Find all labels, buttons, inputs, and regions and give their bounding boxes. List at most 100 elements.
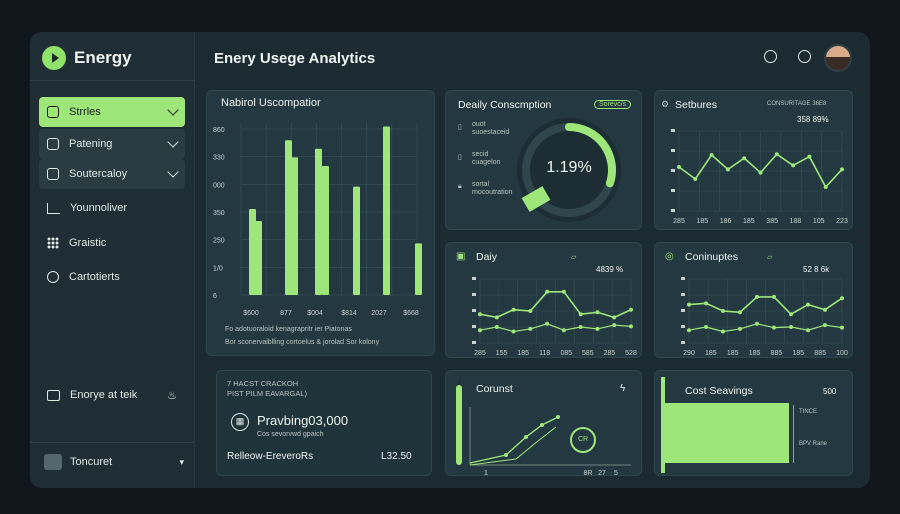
data-point (704, 325, 708, 329)
card-value: 358 89% (797, 115, 829, 124)
corunst-card: / Corunst ϟ 1 8R 27 5 CR (445, 370, 642, 476)
cost-savings-card: Cost Seavings 500 TINCE BPV Rane (654, 370, 853, 476)
legend-line: cuagelon (472, 159, 501, 166)
notification-icon[interactable] (764, 50, 777, 63)
usage-bar-chart: 860 330 000 350 250 1/0 6 $600 877 $004 $814 2027 $6… (213, 123, 422, 317)
dashboard-window: Energy Strrles Patening Soutercaloy Youn… (30, 32, 870, 488)
data-point (561, 289, 566, 294)
y-tick-mark (472, 277, 476, 280)
card-title: Setbures (675, 99, 718, 111)
data-point (721, 309, 725, 313)
chevron-down-icon (167, 136, 179, 148)
x-tick-label: 290 (683, 350, 695, 357)
card-title: Coninuptes (685, 251, 739, 263)
series-line (469, 426, 557, 466)
summary-line: 7 HACST CRACKOH (227, 379, 299, 388)
sidebar-item-graistic[interactable]: Graistic (39, 228, 185, 258)
x-tick-label: 185 (792, 350, 804, 357)
data-point (806, 328, 810, 333)
user-avatar[interactable] (824, 44, 852, 72)
accent-bar (456, 385, 462, 465)
chevron-down-icon (167, 166, 179, 178)
savings-link[interactable]: Relleow-EreveroRs (227, 451, 314, 462)
sidebar: Energy Strrles Patening Soutercaloy Youn… (30, 32, 195, 488)
daily-consumption-card: Deaily Conscmption Sorevc/s ▯ ouot suoes… (445, 90, 642, 230)
legend-line: mocoutration (472, 189, 513, 196)
x-tick-label: 877 (280, 310, 292, 317)
page-title: Enery Usege Analytics (214, 50, 376, 67)
data-point (823, 323, 827, 328)
data-point (789, 325, 793, 329)
sidebar-item-label: Cartotierts (69, 271, 120, 283)
help-icon[interactable] (798, 50, 811, 63)
data-point (578, 312, 583, 317)
x-tick-label: 5 (614, 470, 618, 476)
y-tick-mark (472, 341, 476, 344)
data-point (738, 310, 742, 315)
panel-note: Fo adotuoraloid kenagrapritr ier Piatona… (225, 326, 352, 333)
data-point (687, 328, 691, 333)
legend-line: sortal (472, 181, 490, 188)
panel-note: Bor sconervaiblling cortoelus & jorolad … (225, 339, 380, 346)
series-line (479, 290, 632, 319)
x-tick-label: $814 (341, 310, 357, 317)
data-point (693, 177, 698, 181)
data-point (511, 329, 516, 334)
bar (285, 140, 292, 295)
x-tick-label: 223 (836, 218, 848, 225)
data-point (556, 415, 560, 419)
brand[interactable]: Energy (42, 46, 132, 70)
data-point (789, 312, 793, 317)
divider (30, 442, 195, 443)
data-point (840, 325, 844, 330)
data-point (504, 453, 508, 457)
card-value: 500 (823, 387, 837, 396)
gauge-icon (47, 271, 59, 283)
y-tick-mark (681, 277, 685, 280)
y-tick-label: 330 (213, 155, 225, 162)
legend-line: secid (472, 151, 489, 158)
data-point (524, 435, 528, 439)
sidebar-item-younnoliver[interactable]: Younnoliver (39, 193, 185, 223)
data-point (629, 307, 633, 312)
x-tick-label: 885 (771, 350, 783, 357)
gauge-plug-icon (521, 186, 551, 212)
legend-line: ouot (472, 121, 486, 128)
battery-icon: ▯ (458, 124, 462, 131)
bar (315, 148, 322, 295)
x-tick-label: 185 (727, 350, 739, 357)
status-badge: Sorevc/s (594, 100, 632, 109)
data-point (528, 326, 533, 331)
savings-value: L32.50 (381, 451, 412, 462)
y-tick-mark (472, 309, 476, 312)
card-title: Deaily Conscmption (458, 99, 552, 111)
data-point (823, 307, 827, 312)
x-tick-label: 2027 (371, 310, 387, 317)
settings-line-chart: 285 185 186 185 385 188 105 223 (671, 129, 848, 225)
legend-line: suoestaceid (472, 129, 510, 136)
sidebar-item-patening[interactable]: Patening (39, 129, 185, 159)
data-point (595, 326, 600, 331)
data-point (742, 156, 747, 161)
x-tick-label: $004 (307, 310, 323, 317)
sidebar-item-soutercaloy[interactable]: Soutercaloy (39, 159, 185, 189)
data-point (774, 152, 779, 157)
divider (30, 80, 195, 81)
pin-icon: / (458, 377, 461, 388)
x-tick-label: 8R (584, 470, 593, 476)
data-point (478, 328, 482, 333)
data-point (578, 325, 583, 329)
sidebar-item-energy-at-teik[interactable]: Enorye at teik ♨ (39, 380, 185, 410)
y-tick-label: 6 (213, 293, 217, 300)
sidebar-item-cartotierts[interactable]: Cartotierts (39, 262, 185, 292)
x-tick-label: 285 (474, 350, 486, 357)
tag-icon: ▱ (571, 254, 577, 261)
y-tick-mark (472, 325, 476, 328)
account-menu[interactable]: Toncuret ▾ (44, 454, 184, 470)
x-tick-label: 185 (743, 218, 755, 225)
sidebar-item-strrles[interactable]: Strrles (39, 97, 185, 127)
sidebar-item-label: Enorye at teik (70, 389, 138, 401)
corunst-chart: 1 8R 27 5 (469, 407, 631, 476)
y-tick-label: 250 (213, 238, 225, 245)
x-tick-label: 118 (539, 350, 550, 357)
